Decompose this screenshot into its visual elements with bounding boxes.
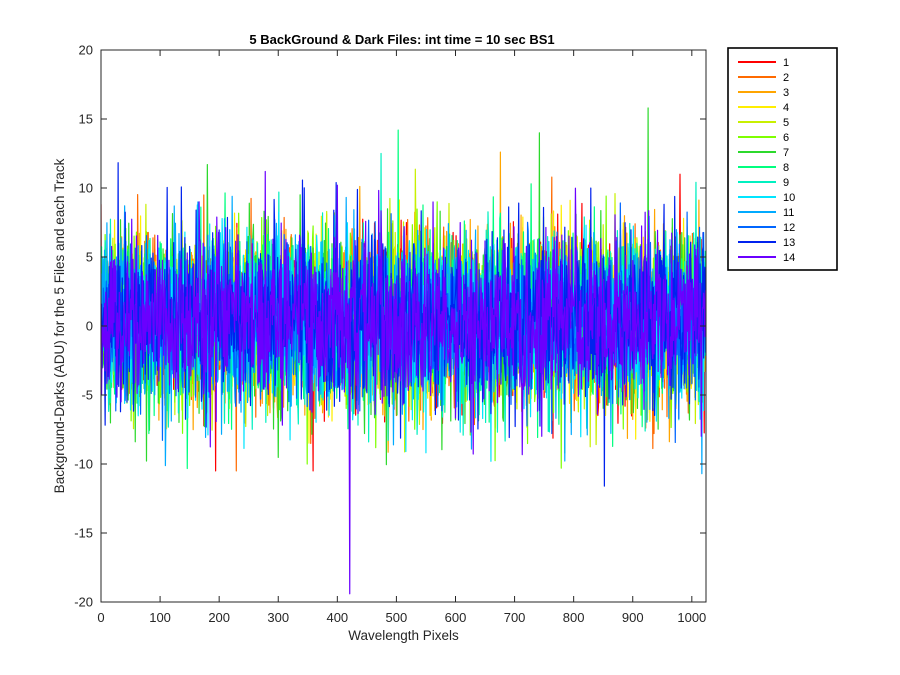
- x-tick-label: 300: [267, 610, 289, 625]
- x-tick-label: 800: [563, 610, 585, 625]
- series-layer: [101, 107, 706, 595]
- legend-label-1: 1: [783, 57, 789, 69]
- x-tick-label: 900: [622, 610, 644, 625]
- x-tick-label: 400: [326, 610, 348, 625]
- legend-label-7: 7: [783, 147, 789, 159]
- legend-label-11: 11: [783, 207, 794, 219]
- y-tick-label: 10: [79, 181, 93, 196]
- x-tick-label: 500: [386, 610, 408, 625]
- legend-box: [727, 47, 838, 271]
- x-tick-label: 700: [504, 610, 526, 625]
- x-tick-label: 200: [208, 610, 230, 625]
- chart-title: 5 BackGround & Dark Files: int time = 10…: [249, 32, 554, 47]
- legend-label-13: 13: [783, 237, 795, 249]
- legend-label-4: 4: [783, 102, 789, 114]
- y-tick-label: 5: [86, 250, 93, 265]
- legend-label-12: 12: [783, 222, 795, 234]
- x-axis-label: Wavelength Pixels: [348, 628, 459, 643]
- y-tick-label: -20: [74, 595, 93, 610]
- legend-label-6: 6: [783, 132, 789, 144]
- y-axis-label: Background-Darks (ADU) for the 5 Files a…: [52, 158, 67, 493]
- series-line-14: [101, 170, 706, 595]
- x-tick-label: 600: [445, 610, 467, 625]
- axis-ticks: 0 100 200 300 400 500 600 700 800 900 1000-20-15-1…: [74, 43, 706, 626]
- y-tick-label: 0: [86, 319, 93, 334]
- x-tick-label: 0: [97, 610, 104, 625]
- legend-label-14: 14: [783, 252, 795, 264]
- x-tick-label: 1000: [677, 610, 706, 625]
- legend-label-2: 2: [783, 72, 789, 84]
- legend-label-9: 9: [783, 177, 789, 189]
- y-tick-label: -15: [74, 526, 93, 541]
- x-tick-label: 100: [149, 610, 171, 625]
- y-tick-label: -5: [81, 388, 93, 403]
- y-tick-label: -10: [74, 457, 93, 472]
- y-tick-label: 20: [79, 43, 93, 58]
- legend-label-8: 8: [783, 162, 789, 174]
- legend-label-3: 3: [783, 87, 789, 99]
- legend-label-10: 10: [783, 192, 795, 204]
- y-tick-label: 15: [79, 112, 93, 127]
- legend-label-5: 5: [783, 117, 789, 129]
